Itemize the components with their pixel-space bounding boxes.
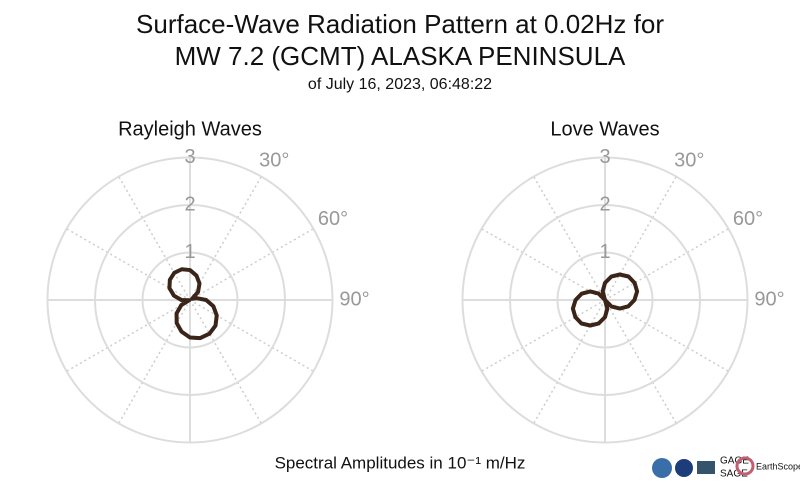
logo-earthscope (735, 456, 755, 476)
radial-grid (189, 299, 262, 424)
theta-tick-label: 30° (674, 149, 704, 171)
r-tick-label: 3 (184, 146, 195, 168)
title-line: MW 7.2 (GCMT) ALASKA PENINSULA (175, 41, 626, 71)
logo-nsf (652, 458, 672, 478)
r-tick-label: 2 (184, 193, 195, 215)
radial-grid (533, 299, 606, 424)
theta-tick-label: 30° (259, 149, 289, 171)
theta-grid (190, 229, 313, 300)
logo-nasa (675, 459, 693, 477)
r-tick-label: 2 (599, 193, 610, 215)
logo-usgs (697, 461, 715, 474)
title-line: Surface-Wave Radiation Pattern at 0.02Hz… (136, 9, 664, 39)
radial-grid (533, 176, 606, 301)
radial-grid (118, 176, 191, 301)
radial-grid (481, 299, 606, 372)
radial-grid (66, 228, 191, 301)
logos: GAGE SAGE EarthScope (652, 456, 800, 480)
radial-grid (118, 299, 191, 424)
ring-grid (46, 156, 334, 444)
ring-grid (556, 251, 654, 349)
pattern-curve (570, 272, 640, 328)
theta-tick-label: 60° (733, 208, 763, 230)
footer-label: Spectral Amplitudes in 10⁻¹ m/Hz (275, 453, 526, 472)
pattern-curve (167, 267, 219, 341)
radial-grid (481, 228, 606, 301)
r-tick-label: 1 (184, 241, 195, 263)
theta-grid (605, 229, 728, 300)
logo-text: GAGE (720, 456, 749, 467)
radial-grid (189, 228, 314, 301)
subplot-title: Love Waves (550, 118, 659, 140)
radial-grid (189, 299, 314, 372)
theta-tick-label: 90° (754, 288, 784, 310)
subplot-title: Rayleigh Waves (118, 118, 262, 140)
ring-grid (461, 156, 749, 444)
radial-grid (604, 176, 677, 301)
theta-tick-label: 60° (318, 208, 348, 230)
ring-grid (141, 251, 239, 349)
radial-grid (66, 299, 191, 372)
logo-text: EarthScope (756, 461, 800, 471)
logo-text: SAGE (720, 469, 748, 480)
ring-grid (509, 204, 701, 396)
radial-grid (604, 299, 729, 372)
r-tick-label: 1 (599, 241, 610, 263)
ring-grid (94, 204, 286, 396)
subtitle: of July 16, 2023, 06:48:22 (308, 76, 492, 93)
radial-grid (604, 299, 677, 424)
r-tick-label: 3 (599, 146, 610, 168)
radial-grid (604, 228, 729, 301)
theta-grid (605, 177, 676, 300)
theta-tick-label: 90° (339, 288, 369, 310)
radial-grid (189, 176, 262, 301)
